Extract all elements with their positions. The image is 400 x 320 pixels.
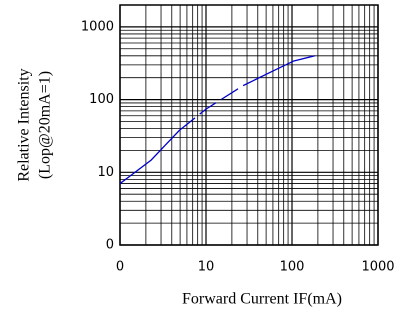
y-axis-label: (Lop@20mA=1)	[37, 71, 54, 179]
x-tick-label: 1000	[361, 260, 394, 275]
x-tick-label: 0	[116, 260, 124, 275]
x-tick-label: 100	[280, 260, 305, 275]
y-tick-label: 10	[97, 165, 114, 180]
y-tick-label: 100	[89, 92, 114, 107]
y-tick-label: 0	[106, 238, 114, 253]
y-tick-label: 1000	[81, 19, 114, 34]
plot-frame	[119, 4, 379, 246]
x-axis-label: Forward Current IF(mA)	[182, 291, 342, 308]
x-tick-label: 10	[198, 260, 215, 275]
data-line	[119, 55, 315, 185]
y-axis-label: Relative Intensity	[16, 68, 33, 181]
